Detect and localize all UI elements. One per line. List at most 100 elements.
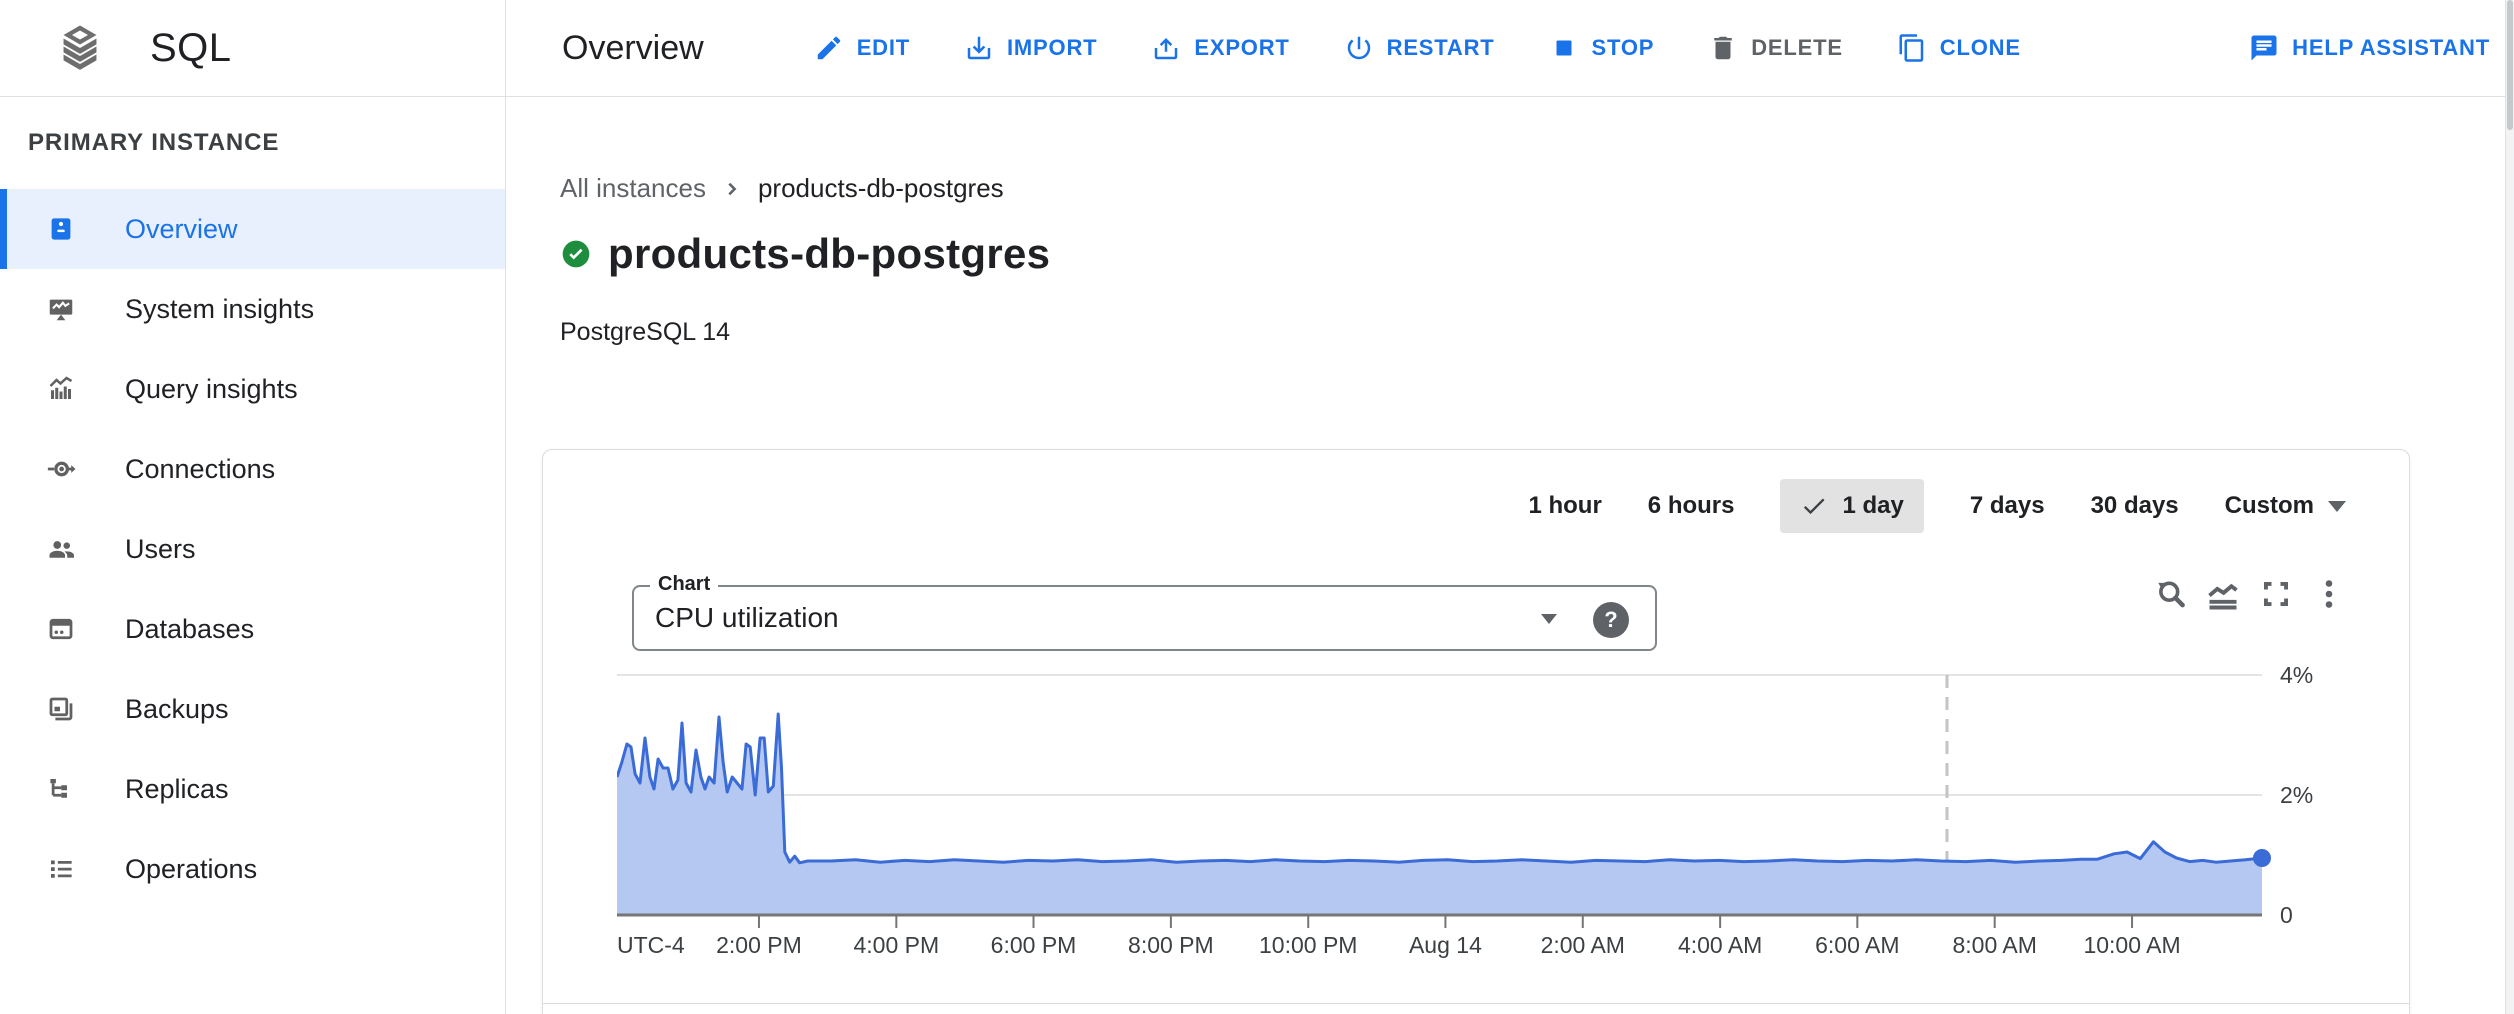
- chat-icon: [2251, 35, 2277, 61]
- breadcrumb-all-instances[interactable]: All instances: [560, 173, 706, 203]
- connection-icon: [47, 461, 76, 477]
- query-insights-link[interactable]: Go to Query insights for more in-depth i…: [543, 1004, 2409, 1014]
- clone-label: CLONE: [1939, 35, 2021, 60]
- help-assistant-button[interactable]: HELP ASSISTANT: [2249, 33, 2490, 63]
- instance-name: products-db-postgres: [608, 230, 1051, 277]
- main-content: All instances products-db-postgres produ…: [506, 97, 2514, 1014]
- import-label: IMPORT: [1007, 35, 1098, 60]
- database-window-icon: [49, 618, 73, 640]
- sidebar-item-databases[interactable]: Databases: [0, 589, 505, 669]
- svg-text:8:00 AM: 8:00 AM: [1952, 932, 2036, 958]
- svg-text:10:00 PM: 10:00 PM: [1259, 932, 1357, 958]
- export-label: EXPORT: [1194, 35, 1290, 60]
- area-chart-icon: [2208, 583, 2238, 610]
- svg-text:0: 0: [2280, 902, 2293, 928]
- dropdown-arrow-icon: [2328, 500, 2346, 512]
- svg-text:2:00 AM: 2:00 AM: [1541, 932, 1625, 958]
- metric-help-icon[interactable]: ?: [1593, 602, 1629, 638]
- sidebar-item-label: Query insights: [125, 373, 298, 404]
- metrics-card: 1 hour 6 hours 1 day 7 days 30 days Cust…: [542, 449, 2410, 1014]
- svg-text:4:00 AM: 4:00 AM: [1678, 932, 1762, 958]
- cloud-sql-logo-icon: [63, 25, 97, 70]
- zoom-reset-button[interactable]: [2150, 574, 2190, 614]
- time-range-1-day-label: 1 day: [1842, 492, 1904, 519]
- sidebar-item-label: Replicas: [125, 773, 229, 804]
- chart-toolbar: [2150, 574, 2349, 614]
- svg-text:6:00 PM: 6:00 PM: [991, 932, 1077, 958]
- cpu-chart-svg[interactable]: UTC-4 2:00 PM 4:00 PM 6:00 PM 8:00 PM 10:00 P…: [617, 658, 2407, 998]
- sidebar-item-system-insights[interactable]: System insights: [0, 269, 505, 349]
- delete-label: DELETE: [1751, 35, 1843, 60]
- fullscreen-button[interactable]: [2256, 574, 2296, 614]
- product-name: SQL: [150, 25, 232, 70]
- sidebar-item-replicas[interactable]: Replicas: [0, 749, 505, 829]
- svg-text:6:00 AM: 6:00 AM: [1815, 932, 1899, 958]
- chevron-right-icon: [728, 182, 737, 195]
- export-icon: [1155, 38, 1178, 60]
- export-button[interactable]: EXPORT: [1151, 33, 1289, 63]
- svg-text:10:00 AM: 10:00 AM: [2083, 932, 2180, 958]
- page-scrollbar[interactable]: [2505, 0, 2514, 1014]
- more-vert-icon: [2325, 580, 2333, 608]
- scrollbar-thumb[interactable]: [2507, 0, 2513, 130]
- trash-icon: [1714, 36, 1732, 60]
- svg-text:2:00 PM: 2:00 PM: [716, 932, 802, 958]
- select-dropdown-icon: [1541, 614, 1557, 624]
- sidebar-item-label: Backups: [125, 693, 229, 724]
- clone-button[interactable]: CLONE: [1897, 33, 2021, 63]
- check-icon: [1804, 498, 1825, 515]
- sidebar-item-connections[interactable]: Connections: [0, 429, 505, 509]
- help-assistant-label: HELP ASSISTANT: [2292, 35, 2490, 60]
- sidebar-item-operations[interactable]: Operations: [0, 829, 505, 909]
- card-divider: [543, 1003, 2409, 1004]
- pencil-icon: [817, 36, 840, 60]
- sidebar-item-overview[interactable]: Overview: [0, 189, 505, 269]
- sidebar-item-query-insights[interactable]: Query insights: [0, 349, 505, 429]
- topbar: Overview EDIT IMPORT EXPORT RESTART STOP: [506, 0, 2514, 97]
- instance-icon: [51, 218, 71, 240]
- svg-text:Aug 14: Aug 14: [1409, 932, 1482, 958]
- breadcrumb: All instances products-db-postgres: [560, 173, 2514, 204]
- svg-text:2%: 2%: [2280, 782, 2313, 808]
- breadcrumb-current: products-db-postgres: [757, 173, 1004, 203]
- more-options-button[interactable]: [2309, 574, 2349, 614]
- chart-select-label: Chart: [650, 573, 719, 596]
- chart-metric-value: CPU utilization: [655, 602, 839, 633]
- svg-text:4:00 PM: 4:00 PM: [853, 932, 939, 958]
- sidebar-item-label: Users: [125, 533, 196, 564]
- svg-text:4%: 4%: [2280, 662, 2313, 688]
- list-icon: [51, 860, 72, 878]
- status-healthy-icon: [562, 240, 590, 268]
- time-range-1-hour[interactable]: 1 hour: [1528, 492, 1602, 519]
- time-range-6-hours[interactable]: 6 hours: [1647, 492, 1735, 519]
- sidebar-item-users[interactable]: Users: [0, 509, 505, 589]
- time-range-30-days[interactable]: 30 days: [2090, 492, 2179, 519]
- area-chart-mode-button[interactable]: [2203, 574, 2243, 614]
- restart-button[interactable]: RESTART: [1344, 33, 1495, 63]
- topbar-actions: EDIT IMPORT EXPORT RESTART STOP DELETE: [814, 33, 2500, 63]
- import-button[interactable]: IMPORT: [964, 33, 1097, 63]
- edit-button[interactable]: EDIT: [814, 33, 910, 63]
- stop-label: STOP: [1591, 35, 1655, 60]
- zoom-reset-icon: [2158, 581, 2185, 608]
- fullscreen-icon: [2264, 582, 2288, 606]
- instance-version: PostgreSQL 14: [560, 318, 731, 346]
- people-icon: [49, 541, 74, 558]
- sidebar-section-header: PRIMARY INSTANCE: [28, 129, 280, 156]
- product-logo-area: SQL: [0, 0, 506, 97]
- sidebar-item-label: Databases: [125, 613, 255, 644]
- time-range-custom[interactable]: Custom: [2225, 492, 2346, 520]
- replica-tree-icon: [50, 779, 67, 798]
- time-range-7-days[interactable]: 7 days: [1969, 492, 2045, 519]
- backup-copy-icon: [49, 697, 73, 721]
- stop-button[interactable]: STOP: [1549, 33, 1655, 63]
- sidebar-item-backups[interactable]: Backups: [0, 669, 505, 749]
- time-range-1-day-selected[interactable]: 1 day: [1780, 479, 1924, 533]
- time-range-custom-label: Custom: [2224, 492, 2314, 519]
- svg-text:8:00 PM: 8:00 PM: [1128, 932, 1214, 958]
- chart-metric-select[interactable]: Chart CPU utilization ?: [632, 573, 1657, 651]
- monitoring-icon: [49, 299, 73, 321]
- svg-text:UTC-4: UTC-4: [617, 932, 685, 958]
- delete-button[interactable]: DELETE: [1708, 33, 1843, 63]
